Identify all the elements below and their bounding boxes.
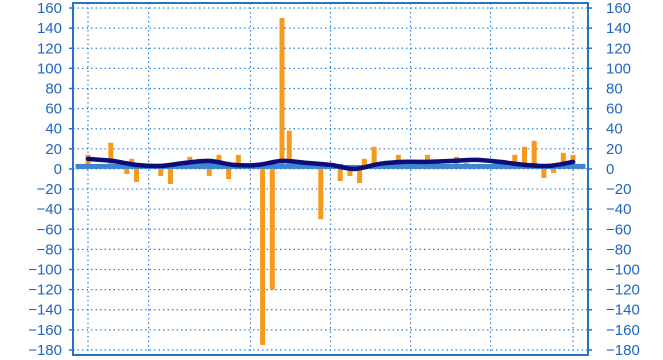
y-tick-label-left: 20 [45, 141, 62, 158]
y-tick-label-left: 40 [45, 121, 62, 138]
orange-bar [85, 154, 91, 169]
blue-bar [487, 163, 513, 169]
y-tick-label-right: −120 [606, 282, 640, 299]
orange-bar [286, 130, 292, 169]
orange-bar [124, 168, 130, 174]
y-tick-label-left: −20 [37, 181, 62, 198]
y-tick-label-left: −80 [37, 241, 62, 258]
y-tick-label-left: −40 [37, 201, 62, 218]
orange-bar [260, 168, 266, 345]
y-tick-label-left: 120 [37, 40, 62, 57]
orange-bar [454, 156, 460, 169]
y-tick-label-left: −100 [28, 262, 62, 279]
orange-bar [551, 168, 557, 173]
orange-bar [347, 168, 353, 176]
y-tick-label-left: −120 [28, 282, 62, 299]
y-tick-label-right: −80 [606, 241, 631, 258]
orange-bar [235, 154, 241, 169]
orange-bar [318, 168, 324, 220]
y-tick-label-left: −60 [37, 221, 62, 238]
blue-bar [366, 163, 392, 169]
blue-bar [196, 162, 222, 169]
y-ticks-right: −180 −160 −140 −120 −100 −80 −60 −40 −20 0 20 40 60 8… [588, 0, 640, 359]
blue-bar [439, 163, 465, 169]
blue-bar [172, 163, 198, 169]
y-tick-label-right: 160 [606, 0, 631, 17]
orange-bar [269, 168, 275, 290]
y-tick-label-right: −40 [606, 201, 631, 218]
y-tick-label-right: 40 [606, 121, 623, 138]
y-tick-label-right: 140 [606, 20, 631, 37]
y-tick-label-left: −180 [28, 342, 62, 359]
plot-frame [72, 2, 589, 356]
orange-bar [337, 168, 343, 182]
y-tick-label-right: 100 [606, 60, 631, 77]
y-tick-label-right: 120 [606, 40, 631, 57]
orange-bar [371, 146, 377, 169]
blue-bar [75, 163, 101, 169]
y-tick-label-right: −180 [606, 342, 640, 359]
blue-bar [463, 163, 489, 169]
y-tick-label-right: −100 [606, 262, 640, 279]
y-ticks-left: −180 −160 −140 −120 −100 −80 −60 −40 −20 0 20 40 60 8… [28, 0, 73, 359]
orange-bar [158, 168, 164, 176]
y-tick-label-right: −140 [606, 302, 640, 319]
y-tick-label-left: 100 [37, 60, 62, 77]
y-tick-label-right: −160 [606, 322, 640, 339]
blue-bar [415, 163, 440, 169]
y-tick-label-right: −20 [606, 181, 631, 198]
orange-bar [560, 152, 566, 169]
orange-bar [206, 168, 212, 176]
orange-bar [167, 168, 173, 185]
y-tick-label-left: −140 [28, 302, 62, 319]
y-tick-label-right: 80 [606, 80, 623, 97]
orange-bar [226, 168, 232, 179]
line-series [85, 156, 576, 172]
blue-bar [560, 163, 586, 169]
y-tick-label-right: 0 [606, 161, 614, 178]
y-tick-label-left: 0 [54, 161, 62, 178]
orange-bar [134, 168, 139, 183]
y-tick-label-right: 60 [606, 101, 623, 118]
y-tick-label-right: 20 [606, 141, 623, 158]
orange-bar [541, 168, 547, 178]
orange-bar [108, 142, 114, 169]
orange-bar [279, 18, 285, 169]
orange-bar [531, 140, 537, 169]
blue-bar [269, 163, 295, 169]
orange-bar [357, 168, 363, 184]
orange-bar [361, 158, 367, 169]
y-tick-label-left: 80 [45, 80, 62, 97]
y-tick-label-left: 140 [37, 20, 62, 37]
blue-bar [293, 163, 319, 169]
y-tick-label-left: 160 [37, 0, 62, 17]
orange-bar [522, 146, 527, 169]
y-tick-label-left: −160 [28, 322, 62, 339]
grid [73, 3, 588, 355]
y-tick-label-right: −60 [606, 221, 631, 238]
trend-line [85, 156, 576, 172]
y-tick-label-left: 60 [45, 101, 62, 118]
blue-bar [390, 163, 416, 169]
blue-bar [99, 163, 125, 169]
